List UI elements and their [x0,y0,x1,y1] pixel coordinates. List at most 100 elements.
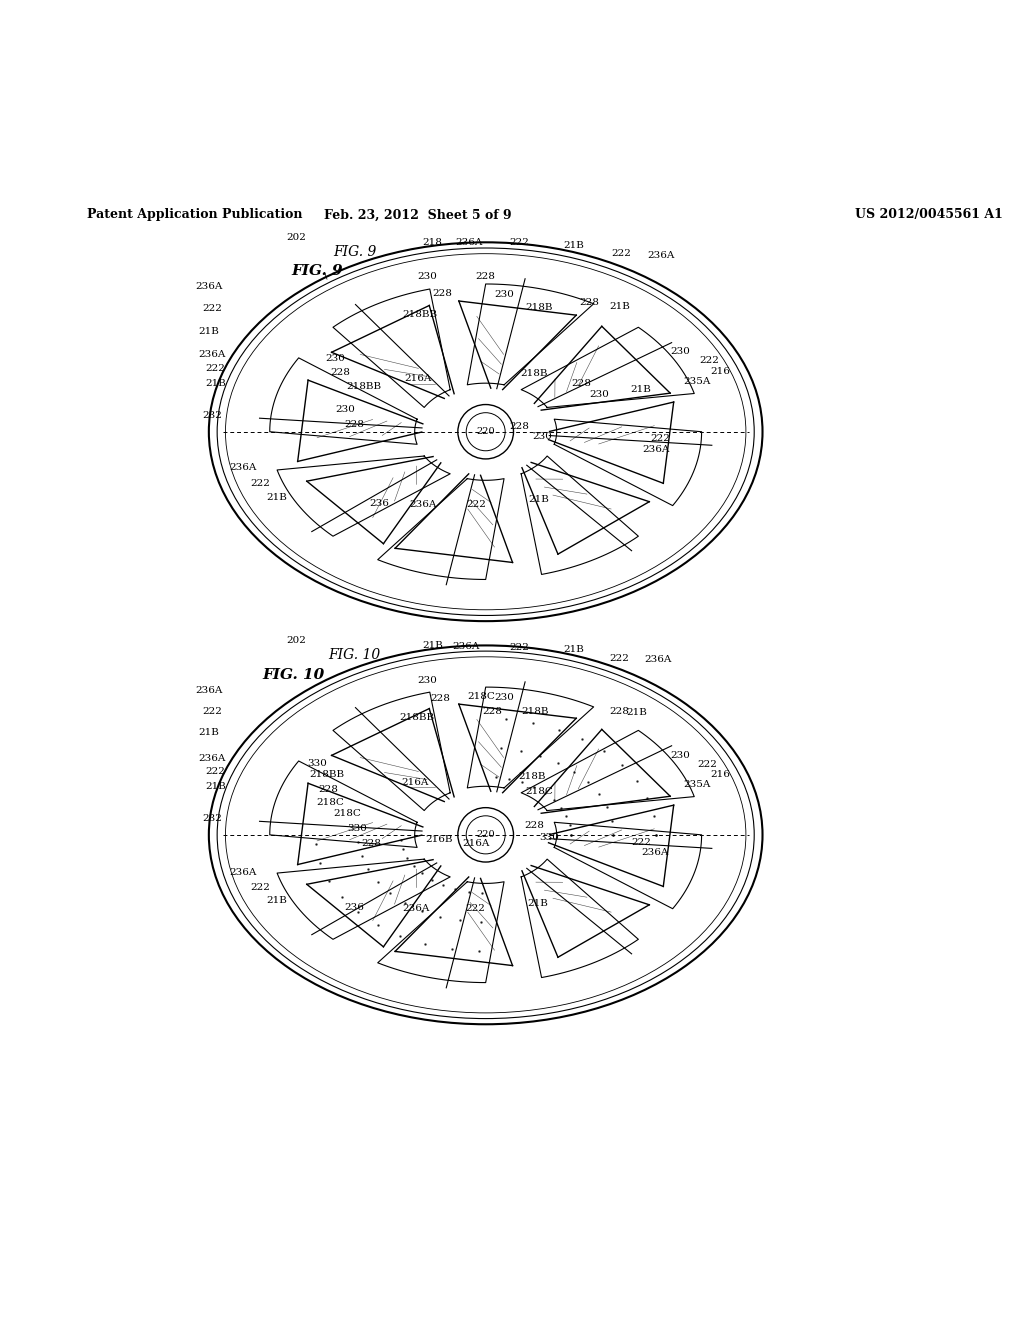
Text: US 2012/0045561 A1: US 2012/0045561 A1 [855,209,1002,222]
Text: 21B: 21B [205,379,226,388]
Text: 218B: 218B [521,708,549,715]
Text: 230: 230 [418,272,437,281]
Text: 21B: 21B [199,327,219,337]
Text: Feb. 23, 2012  Sheet 5 of 9: Feb. 23, 2012 Sheet 5 of 9 [324,209,512,222]
Text: 228: 228 [476,272,496,281]
Text: 230: 230 [532,432,552,441]
Text: 218BB: 218BB [402,310,437,318]
Text: 222: 222 [611,249,632,259]
Text: 222: 222 [699,356,719,366]
Text: 216: 216 [711,367,731,376]
Text: 232: 232 [202,411,221,420]
Text: 228: 228 [361,840,381,847]
Text: 228: 228 [330,368,350,378]
Text: 222: 222 [510,238,529,247]
Text: 222: 222 [202,304,221,313]
Text: 228: 228 [510,422,529,432]
Text: 222: 222 [510,643,529,652]
Text: 21B: 21B [527,899,549,908]
Text: 21B: 21B [199,729,219,738]
Text: 222: 222 [206,767,225,776]
Text: 218C: 218C [467,693,495,701]
Text: Patent Application Publication: Patent Application Publication [87,209,303,222]
Text: 236A: 236A [409,500,436,510]
Text: 222: 222 [465,904,485,913]
Text: 228: 228 [524,821,544,830]
Text: 236A: 236A [647,251,674,260]
Text: 236A: 236A [453,642,480,651]
Text: 230: 230 [495,290,514,300]
Text: 216: 216 [711,770,731,779]
Text: 236A: 236A [196,685,222,694]
Text: 216A: 216A [462,840,489,847]
Text: 216B: 216B [425,836,453,845]
Text: 21B: 21B [266,896,288,906]
Text: 228: 228 [609,708,630,715]
Text: 218C: 218C [525,787,553,796]
Text: 230: 230 [590,391,609,400]
Text: 236A: 236A [198,754,225,763]
Text: 222: 222 [609,653,630,663]
Text: 222: 222 [650,434,671,444]
Text: 21B: 21B [563,644,585,653]
Text: 21B: 21B [631,385,651,395]
Text: 216A: 216A [404,374,431,383]
Text: 230: 230 [335,405,354,414]
Text: 218C: 218C [334,809,361,818]
Text: 220: 220 [476,830,495,840]
Text: 228: 228 [432,289,452,298]
Text: 330: 330 [539,833,559,842]
Text: 230: 230 [670,347,690,355]
Text: 236A: 236A [641,847,669,857]
Text: 228: 228 [580,298,599,308]
Text: 228: 228 [345,421,365,429]
Text: 202: 202 [287,232,306,242]
Text: 21B: 21B [422,642,442,649]
Text: 218B: 218B [520,370,548,378]
Text: 236A: 236A [229,869,257,878]
Text: 218BB: 218BB [347,381,382,391]
Text: 232: 232 [202,814,221,822]
Text: 21B: 21B [609,302,630,312]
Text: 222: 222 [466,500,486,510]
Text: 222: 222 [697,760,717,770]
Text: FIG. 9: FIG. 9 [333,246,376,259]
Text: 21B: 21B [627,708,647,717]
Text: 230: 230 [495,693,514,702]
Text: 220: 220 [476,428,495,436]
Text: 236: 236 [369,499,389,508]
Text: 236A: 236A [402,904,429,913]
Text: 218BB: 218BB [310,770,345,779]
Text: 218B: 218B [525,302,553,312]
Text: FIG. 9: FIG. 9 [292,264,343,279]
Text: 230: 230 [418,676,437,685]
Text: 236A: 236A [198,350,225,359]
Text: FIG. 10: FIG. 10 [262,668,325,681]
Text: 235A: 235A [684,780,711,789]
Text: 236A: 236A [644,656,672,664]
Text: 218C: 218C [316,799,344,808]
Text: 236A: 236A [229,463,257,473]
Text: 216A: 216A [401,777,428,787]
Text: 222: 222 [251,479,270,487]
Text: 21B: 21B [528,495,550,504]
Text: 236A: 236A [642,445,670,454]
Text: 222: 222 [206,364,225,374]
Text: 202: 202 [287,636,306,645]
Text: 236: 236 [345,903,365,912]
Text: FIG. 10: FIG. 10 [329,648,381,663]
Text: 235A: 235A [684,376,711,385]
Text: 230: 230 [670,751,690,760]
Text: 21B: 21B [563,240,585,249]
Text: 236A: 236A [456,238,483,247]
Text: 218: 218 [422,238,442,247]
Text: 228: 228 [571,379,591,388]
Text: 218B: 218B [518,772,546,781]
Text: 230: 230 [326,354,345,363]
Text: 228: 228 [482,708,503,715]
Text: 330: 330 [347,824,368,833]
Text: 21B: 21B [266,494,288,503]
Text: 218BB: 218BB [399,713,434,722]
Text: 228: 228 [318,784,338,793]
Text: 222: 222 [631,838,651,847]
